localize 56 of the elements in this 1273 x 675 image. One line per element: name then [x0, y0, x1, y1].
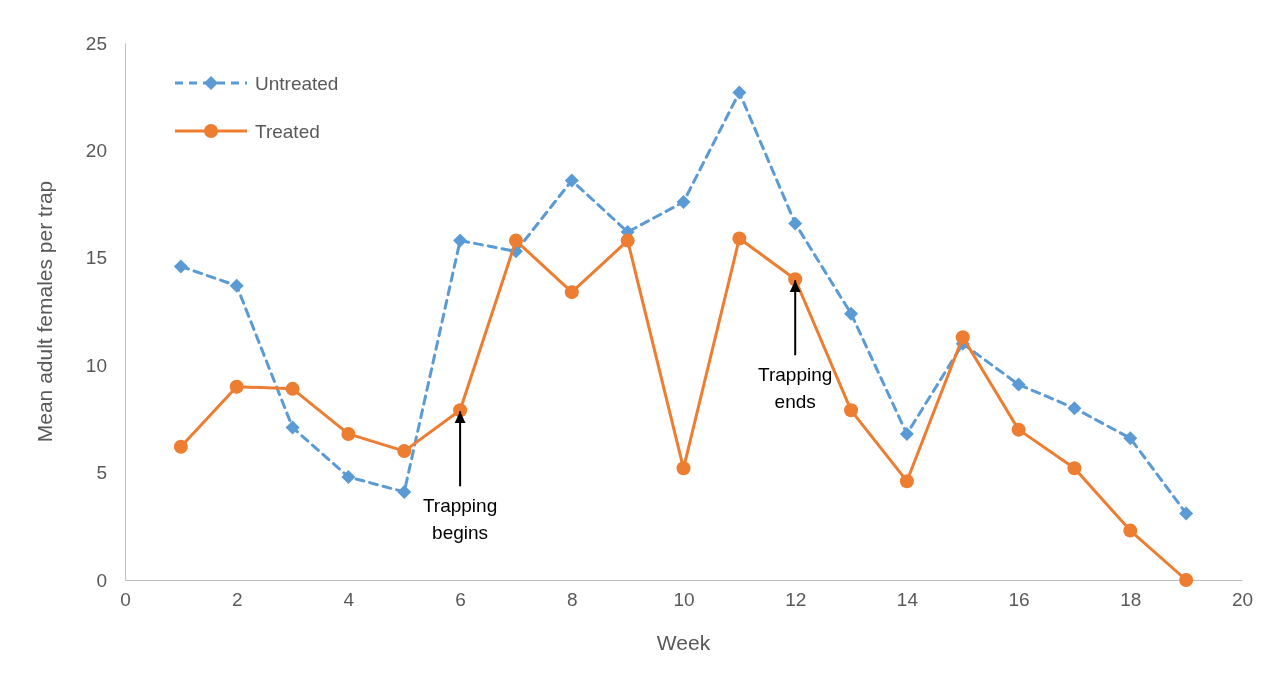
point [1011, 377, 1026, 392]
x-tick-label: 20 [1231, 589, 1254, 611]
point [844, 403, 859, 418]
point [285, 420, 300, 435]
point [732, 85, 747, 100]
x-tick-label: 2 [231, 589, 243, 611]
point [508, 233, 523, 248]
point [955, 330, 970, 345]
point [229, 379, 244, 394]
point [453, 233, 468, 248]
point [397, 484, 412, 499]
legend-label: Untreated [255, 73, 339, 94]
point [732, 231, 747, 246]
x-tick-label: 8 [567, 589, 578, 611]
x-tick-label: 10 [673, 589, 695, 611]
point [1179, 506, 1194, 521]
point [788, 216, 803, 231]
point [341, 426, 356, 441]
y-tick-label: 10 [85, 354, 107, 376]
point [173, 439, 188, 454]
point [1011, 422, 1026, 437]
point [1179, 573, 1194, 587]
point [620, 233, 635, 248]
x-tick-label: 12 [785, 589, 807, 611]
y-tick-label: 15 [85, 247, 107, 269]
x-tick-label: 14 [896, 589, 919, 611]
point [564, 173, 579, 188]
point [173, 259, 188, 274]
point [1123, 523, 1138, 538]
legend-label: Treated [255, 121, 320, 142]
x-tick-label: 4 [343, 589, 355, 611]
annotation: Trapping begins [422, 495, 498, 544]
x-tick-label: 16 [1008, 589, 1030, 611]
point [229, 278, 244, 293]
point [1067, 401, 1082, 416]
point [1067, 461, 1082, 476]
point [899, 426, 914, 441]
x-tick-label: 18 [1120, 589, 1142, 611]
x-tick-label: 6 [455, 589, 466, 611]
annotation: Trapping ends [758, 364, 833, 413]
point [676, 194, 691, 209]
point [285, 381, 300, 396]
y-tick-label: 5 [96, 462, 107, 484]
point [844, 306, 859, 321]
point [899, 474, 914, 489]
y-axis-title: Mean adult females per trap [33, 180, 56, 443]
point [564, 285, 579, 300]
point [397, 444, 412, 459]
point [341, 469, 356, 484]
point [1123, 431, 1138, 446]
y-tick-label: 0 [96, 569, 107, 591]
y-tick-label: 20 [85, 139, 107, 161]
x-axis-title: Week [656, 631, 711, 654]
y-tick-label: 25 [85, 32, 107, 54]
x-tick-label: 0 [120, 589, 131, 611]
point [676, 461, 691, 476]
